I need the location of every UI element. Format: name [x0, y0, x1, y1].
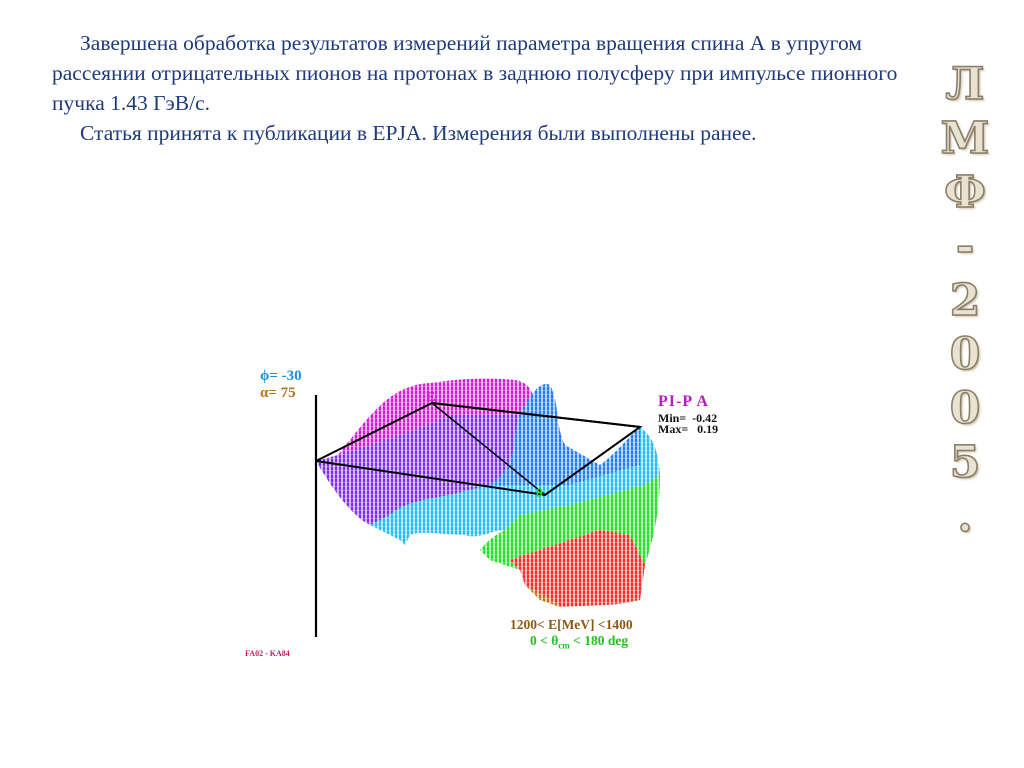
theta-range: 0 < θcm < 180 deg [530, 633, 628, 651]
vertical-title-char: 2 [949, 274, 981, 327]
vertical-title-char: 0 [949, 328, 981, 381]
vertical-title: Л М Ф - 2 0 0 5 . [930, 58, 1000, 544]
min-value: Min= -0.42 [658, 411, 718, 425]
energy-range: 1200< E[MeV] <1400 [510, 617, 633, 632]
max-value: Max= 0.19 [658, 422, 719, 436]
plot-footer: FA02 - KA84 [245, 649, 290, 658]
paragraph-1: Завершена обработка результатов измерени… [52, 31, 898, 115]
vertical-title-char: 0 [949, 382, 981, 435]
mesh-band-cyan [370, 427, 660, 545]
surface-mesh: E θ [314, 378, 660, 637]
axis-e-label: E [426, 390, 435, 405]
theta-subscript: cm [558, 640, 570, 651]
theta-prefix: 0 < θ [530, 633, 559, 648]
mesh-band-violet [316, 415, 520, 525]
axis-e-line [431, 402, 641, 428]
vertical-title-char: Ф [943, 166, 986, 219]
plot-title: PI-P A [658, 393, 709, 410]
theta-suffix: < 180 deg [569, 633, 629, 648]
paragraph-2: Статья принята к публикации в EPJA. Изме… [80, 121, 757, 145]
vertical-title-char: М [940, 112, 990, 165]
mesh-bands [316, 378, 660, 607]
vertical-title-char: 5 [949, 436, 981, 489]
base-diagonal [431, 402, 546, 496]
vertical-title-char: . [957, 490, 974, 543]
phi-label: ϕ= -30 [260, 368, 302, 384]
slide-text: Завершена обработка результатов измерени… [52, 28, 912, 148]
mesh-band-brown-bottom [525, 585, 560, 607]
mesh-band-blue [490, 384, 640, 485]
vertical-title-char: - [955, 220, 975, 273]
alpha-label: α= 75 [260, 385, 296, 401]
min-max-box: Min= -0.42 Max= 0.19 [658, 411, 719, 436]
mesh-band-red [510, 530, 645, 607]
axis-theta-label: θ [536, 485, 543, 500]
vertical-title-char: Л [945, 58, 986, 111]
surface-plot: E θ ϕ= -30 α= 75 PI-P A Min= -0.42 Max= … [220, 355, 780, 675]
mesh-band-magenta [338, 378, 533, 455]
